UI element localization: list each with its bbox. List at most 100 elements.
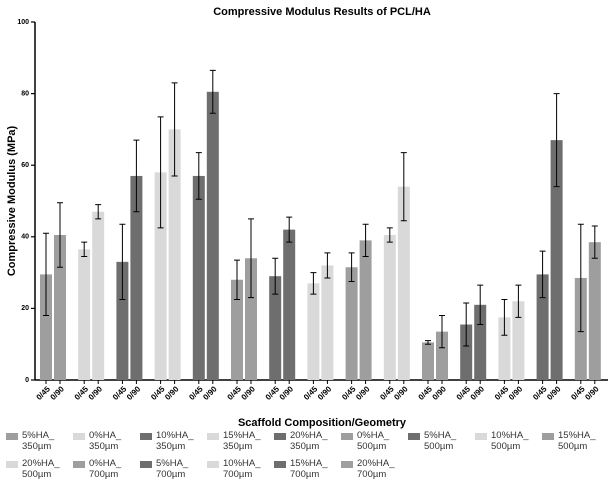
error-bar (539, 250, 546, 299)
legend-item: 0%HA_ 350µm (73, 430, 140, 458)
x-tick-label: 0/90 (163, 384, 181, 402)
error-bar (171, 82, 178, 177)
x-tick-label: 0/45 (455, 384, 473, 402)
error-bar (477, 284, 484, 326)
legend-label: 20%HA_ 700µm (357, 458, 395, 480)
y-tick-label: 60 (21, 162, 29, 169)
legend-swatch (140, 461, 152, 468)
x-tick-label: 0/45 (569, 384, 587, 402)
x-tick-label: 0/90 (125, 384, 143, 402)
legend-swatch (207, 461, 219, 468)
error-bar (310, 272, 317, 295)
legend-label: 15%HA_ 700µm (290, 458, 328, 480)
error-bar (348, 252, 355, 283)
bar (206, 91, 219, 380)
legend-label: 15%HA_ 350µm (223, 430, 261, 452)
error-bar (386, 227, 393, 243)
bar (321, 265, 334, 380)
bar (536, 274, 549, 380)
error-bar (439, 315, 445, 349)
legend-item: 15%HA_ 500µm (542, 430, 609, 458)
x-tick-label: 0/90 (240, 384, 258, 402)
error-bar (57, 202, 63, 268)
bar (154, 172, 167, 380)
x-tick-label: 0/90 (392, 384, 410, 402)
x-tick-label: 0/90 (545, 384, 563, 402)
error-bar (324, 252, 331, 279)
x-axis-title: Scaffold Composition/Geometry (238, 417, 407, 429)
legend-swatch (140, 433, 152, 440)
y-tick-label: 100 (17, 19, 29, 26)
legend-label: 5%HA_ 500µm (424, 430, 457, 452)
x-tick-label: 0/90 (583, 384, 601, 402)
legend-item: 10%HA_ 700µm (207, 458, 274, 486)
x-tick-label: 0/45 (531, 384, 549, 402)
legend-swatch (73, 461, 85, 468)
legend-item: 10%HA_ 350µm (140, 430, 207, 458)
bar (192, 175, 205, 380)
chart: Compressive Modulus Results of PCL/HA Co… (6, 6, 608, 429)
bar (550, 140, 563, 380)
legend-item: 0%HA_ 700µm (73, 458, 140, 486)
x-tick-label: 0/45 (378, 384, 396, 402)
bar (116, 261, 129, 380)
bar (383, 235, 396, 380)
chart-title: Compressive Modulus Results of PCL/HA (213, 6, 431, 18)
legend-item: 5%HA_ 350µm (6, 430, 73, 458)
legend-item: 20%HA_ 500µm (6, 458, 73, 486)
legend-label: 5%HA_ 700µm (156, 458, 189, 480)
bar (359, 240, 372, 380)
x-tick-label: 0/45 (149, 384, 167, 402)
error-bar (425, 340, 431, 345)
legend-swatch (73, 433, 85, 440)
bar (283, 229, 296, 380)
x-tick-label: 0/90 (507, 384, 525, 402)
x-tick-label: 0/90 (431, 384, 449, 402)
error-bar (591, 225, 598, 259)
bar (422, 342, 434, 380)
bar (498, 317, 511, 380)
legend-item: 15%HA_ 700µm (274, 458, 341, 486)
x-tick-label: 0/45 (73, 384, 91, 402)
bar (307, 283, 320, 380)
x-tick-label: 0/90 (316, 384, 334, 402)
error-bar (577, 223, 584, 333)
x-tick-label: 0/45 (302, 384, 320, 402)
x-tick-label: 0/45 (264, 384, 282, 402)
legend-label: 15%HA_ 500µm (558, 430, 596, 452)
error-bar (286, 216, 293, 243)
x-tick-label: 0/45 (111, 384, 129, 402)
y-tick-label: 0 (25, 377, 29, 384)
legend-label: 10%HA_ 350µm (156, 430, 194, 452)
legend-swatch (274, 461, 286, 468)
y-axis-title: Compressive Modulus (MPa) (6, 125, 18, 276)
legend-item: 15%HA_ 350µm (207, 430, 274, 458)
error-bar (553, 93, 560, 188)
x-tick-label: 0/90 (469, 384, 487, 402)
legend-item: 20%HA_ 700µm (341, 458, 408, 486)
x-tick-label: 0/90 (201, 384, 219, 402)
bar (588, 242, 601, 380)
legend-label: 0%HA_ 500µm (357, 430, 390, 452)
error-bar (272, 257, 279, 295)
bar (460, 324, 473, 380)
error-bar (195, 152, 202, 200)
error-bar (81, 241, 88, 257)
y-tick-label: 80 (21, 90, 29, 97)
x-tick-label: 0/90 (354, 384, 372, 402)
legend-item: 0%HA_ 500µm (341, 430, 408, 458)
x-tick-label: 0/45 (187, 384, 205, 402)
legend-item: 10%HA_ 500µm (475, 430, 542, 458)
legend-label: 0%HA_ 700µm (89, 458, 122, 480)
legend-label: 10%HA_ 700µm (223, 458, 261, 480)
error-bar (515, 284, 522, 318)
legend-swatch (341, 433, 353, 440)
x-tick-label: 0/90 (87, 384, 105, 402)
bar (54, 235, 66, 380)
legend-label: 5%HA_ 350µm (22, 430, 55, 452)
legend-swatch (6, 461, 18, 468)
legend-label: 20%HA_ 500µm (22, 458, 60, 480)
x-tick-label: 0/45 (340, 384, 358, 402)
error-bar (362, 223, 369, 257)
bar (78, 249, 91, 380)
